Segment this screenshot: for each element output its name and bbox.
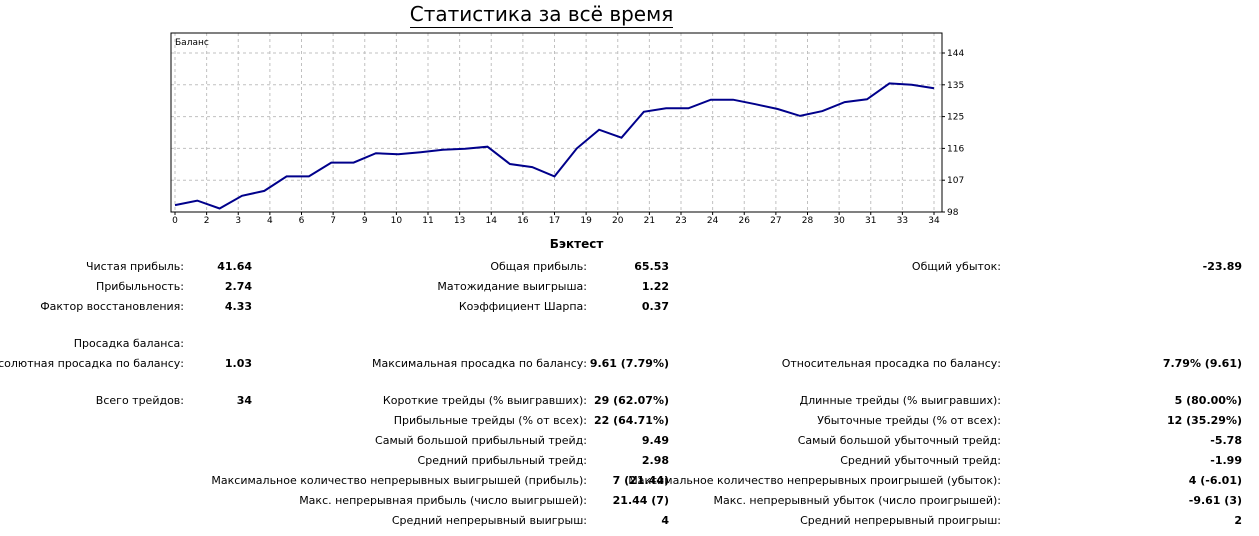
stat-value: 1.22 [641,280,669,293]
stat-value: 2.74 [224,280,252,293]
stat-label: Коэффициент Шарпа: [458,300,587,313]
stat-value: -5.78 [1210,434,1242,447]
stat-label: Всего трейдов: [95,394,184,407]
x-tick-label: 0 [172,216,178,226]
x-tick-label: 7 [330,216,336,226]
stat-label: Фактор восстановления: [40,300,184,313]
stat-label: Общая прибыль: [490,260,587,273]
y-tick-label: 116 [947,144,964,154]
x-tick-label: 24 [707,216,719,226]
stat-value: 29 (62.07%) [593,394,669,407]
x-tick-label: 16 [517,216,529,226]
stat-label: Чистая прибыль: [85,260,184,273]
stat-value: 65.53 [634,260,669,273]
stat-value: 9.49 [641,434,669,447]
x-tick-label: 26 [739,216,751,226]
x-tick-label: 30 [833,216,845,226]
stat-label: Убыточные трейды (% от всех): [817,414,1001,427]
stat-value: 4 [661,514,669,527]
series-legend-label: Баланс [175,38,209,48]
stat-label: Прибыльность: [96,280,184,293]
chart-grid [171,33,942,212]
x-tick-label: 4 [267,216,273,226]
x-tick-label: 23 [675,216,686,226]
stat-value: 4 (-6.01) [1188,474,1242,487]
stat-value: 1.03 [224,357,252,370]
stat-label: Короткие трейды (% выигравших): [382,394,587,407]
page-title: Статистика за всё время [409,2,674,28]
x-tick-label: 28 [802,216,814,226]
stat-value: 4.33 [224,300,252,313]
stat-value: 21.44 (7) [612,494,669,507]
x-tick-label: 11 [422,216,433,226]
x-tick-label: 10 [391,216,403,226]
x-tick-label: 14 [486,216,498,226]
balance-chart: Баланс 0 2 3 4 6 7 9 10 11 13 14 16 17 19 20 21 23 24 26 27… [170,32,964,226]
x-tick-label: 6 [299,216,305,226]
x-tick-label: 13 [454,216,465,226]
stat-label: Максимальное количество непрерывных выиг… [211,474,587,487]
stat-value: 22 (64.71%) [593,414,669,427]
stat-label: Самый большой убыточный трейд: [797,434,1001,447]
stat-label: Длинные трейды (% выигравших): [799,394,1001,407]
x-tick-label: 33 [897,216,908,226]
stat-label: Относительная просадка по балансу: [781,357,1001,370]
x-tick-label: 17 [549,216,560,226]
stat-value: -9.61 (3) [1188,494,1242,507]
x-tick-label: 21 [644,216,655,226]
stat-value: -23.89 [1202,260,1242,273]
stat-value: 12 (35.29%) [1166,414,1242,427]
stat-label: Прибыльные трейды (% от всех): [393,414,587,427]
balance-series-line [174,82,935,210]
stat-value: 0.37 [641,300,669,313]
section-title: Бэктест [549,237,604,251]
stat-label: Макс. непрерывный убыток (число проигрыш… [713,494,1001,507]
stat-label: Максимальная просадка по балансу: [371,357,587,370]
y-tick-label: 135 [947,81,964,91]
y-tick-label: 144 [947,49,964,59]
stat-value: 41.64 [217,260,252,273]
stat-value: 2 [1234,514,1242,527]
x-tick-label: 2 [204,216,210,226]
y-tick-label: 125 [947,113,964,123]
stat-value: 7.79% (9.61) [1162,357,1242,370]
chart-frame [170,32,943,213]
x-tick-label: 19 [580,216,592,226]
x-tick-label: 20 [612,216,624,226]
stat-label: Средний прибыльный трейд: [417,454,587,467]
stat-label: Общий убыток: [911,260,1001,273]
x-tick-label: 31 [865,216,876,226]
y-tick-label: 107 [947,176,964,186]
stat-label: Средний непрерывный выигрыш: [391,514,587,527]
x-tick-label: 34 [928,216,940,226]
stat-value: 9.61 (7.79%) [589,357,669,370]
y-tick-label: 98 [947,208,959,218]
stat-value: 2.98 [641,454,669,467]
stat-value: 34 [236,394,252,407]
stat-value: -1.99 [1210,454,1242,467]
stat-value: 5 (80.00%) [1174,394,1242,407]
stat-label: Просадка баланса: [73,337,184,350]
x-tick-label: 3 [235,216,241,226]
stat-label: Средний убыточный трейд: [840,454,1001,467]
x-tick-label: 27 [770,216,781,226]
stat-label: Макс. непрерывная прибыль (число выигрыш… [299,494,587,507]
stat-label: Самый большой прибыльный трейд: [375,434,587,447]
stat-label: Средний непрерывный проигрыш: [800,514,1001,527]
stat-value: 7 (21.44) [612,474,669,487]
stat-label: Матожидание выигрыша: [437,280,587,293]
stat-label: Максимальное количество непрерывных прои… [628,474,1001,487]
stat-label: Абсолютная просадка по балансу: [0,357,184,370]
x-tick-label: 9 [362,216,368,226]
